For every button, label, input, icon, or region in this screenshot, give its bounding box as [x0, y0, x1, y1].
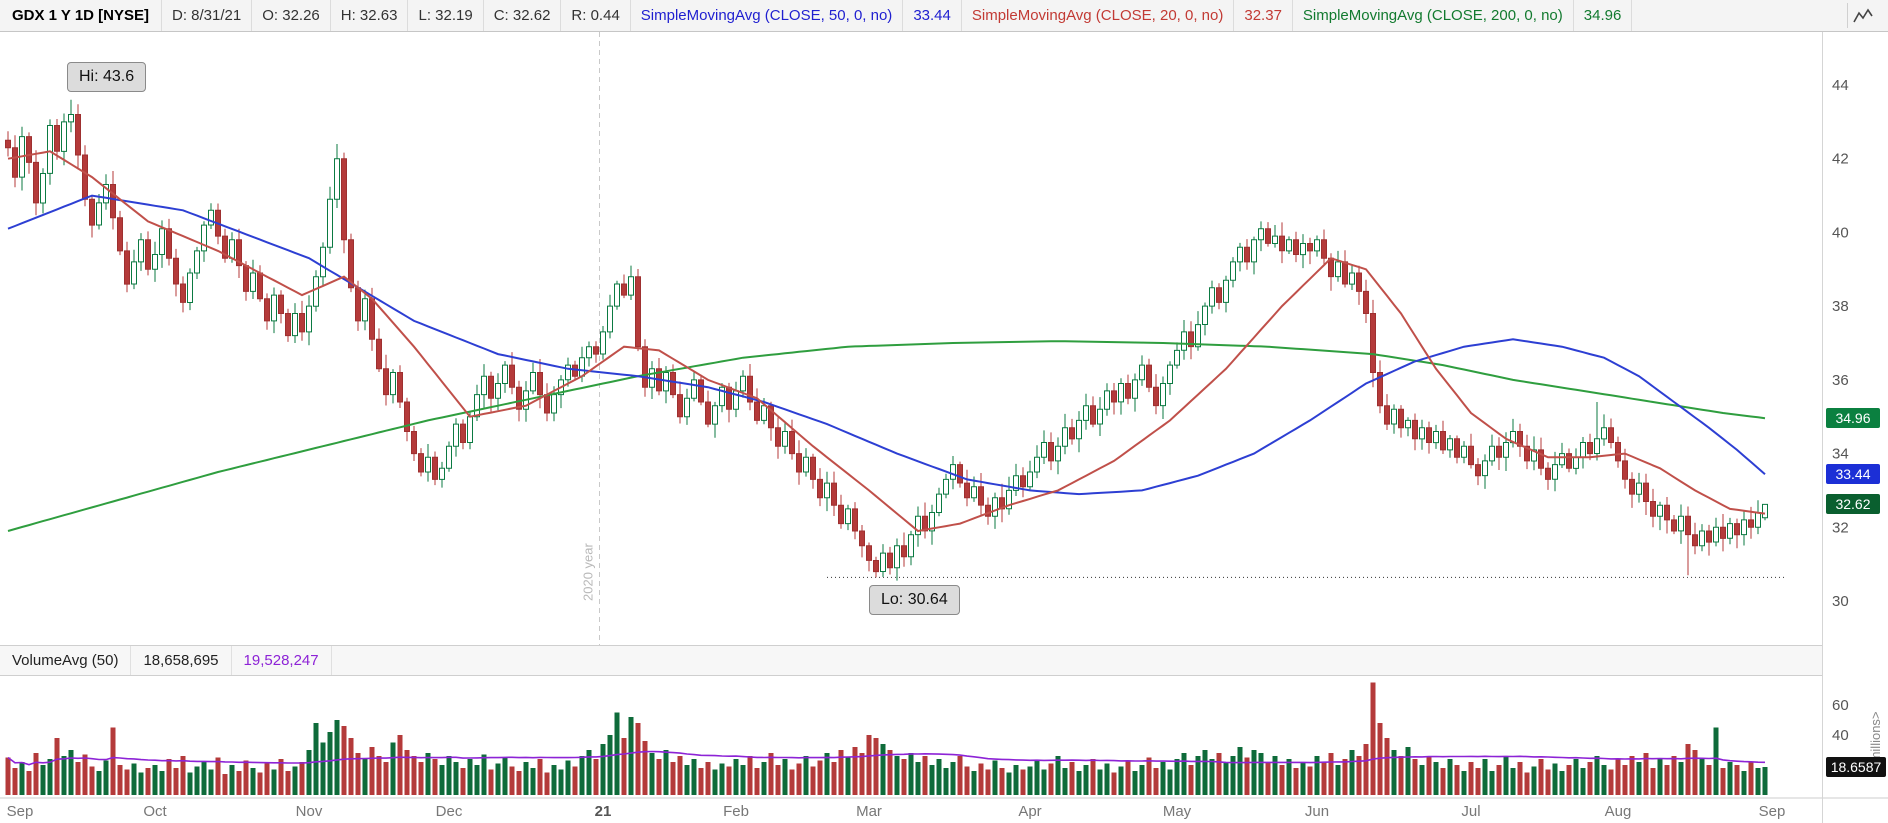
high-price-bubble: Hi: 43.6	[67, 62, 147, 92]
study-sma200-label[interactable]: SimpleMovingAvg (CLOSE, 200, 0, no)	[1293, 0, 1574, 31]
price-axis[interactable]	[1822, 32, 1888, 823]
symbol-title: GDX 1 Y 1D [NYSE]	[0, 0, 162, 31]
volume-axis-label: 40	[1832, 727, 1849, 744]
price-axis-label: 36	[1832, 372, 1849, 389]
price-axis-label: 44	[1832, 77, 1849, 94]
time-axis-label: May	[1163, 803, 1192, 820]
price-axis-label: 30	[1832, 593, 1849, 610]
up-volume-bars	[19, 712, 1768, 795]
year-divider-label: 2020 year	[581, 543, 596, 601]
price-axis-label: 32	[1832, 519, 1849, 536]
volume-study-title[interactable]: VolumeAvg (50)	[0, 646, 132, 675]
chart-canvas[interactable]: 2020 year Sep Oct Nov Dec 21 Feb Mar Apr May Jun Ju…	[0, 32, 1888, 823]
time-axis-label: Jul	[1461, 803, 1480, 820]
price-axis-label: 38	[1832, 298, 1849, 315]
sma50-price-badge: 33.44	[1826, 464, 1880, 484]
last-price-badge: 32.62	[1826, 494, 1880, 514]
time-axis-label: Nov	[296, 803, 323, 820]
volume-badge: 18.6587	[1826, 757, 1886, 777]
low-price-bubble: Lo: 30.64	[869, 585, 960, 615]
sma200-line	[7, 340, 1766, 532]
field-low: L: 32.19	[408, 0, 484, 31]
field-date: D: 8/31/21	[162, 0, 253, 31]
field-close: C: 32.62	[484, 0, 562, 31]
price-axis-label: 34	[1832, 446, 1849, 463]
study-sma200-value: 34.96	[1574, 0, 1633, 31]
study-sma50-value: 33.44	[903, 0, 962, 31]
time-axis-label: 21	[595, 803, 612, 820]
price-axis-label: 40	[1832, 224, 1849, 241]
field-open: O: 32.26	[252, 0, 331, 31]
volume-study-header: VolumeAvg (50) 18,658,695 19,528,247	[0, 645, 1822, 676]
time-axis-label: Dec	[436, 803, 463, 820]
time-axis-label: Oct	[143, 803, 167, 820]
study-sma20-value: 32.37	[1234, 0, 1293, 31]
time-axis-label: Sep	[1759, 803, 1786, 820]
down-candle-wicks	[7, 104, 1752, 578]
price-axis-label: 42	[1832, 151, 1849, 168]
volume-average-value: 19,528,247	[232, 646, 332, 675]
study-sma50-label[interactable]: SimpleMovingAvg (CLOSE, 50, 0, no)	[631, 0, 904, 31]
volume-unit-label: <millions>	[1868, 711, 1883, 770]
up-candle-wicks	[21, 99, 1766, 581]
field-range: R: 0.44	[561, 0, 631, 31]
down-candle-bodies	[5, 114, 1754, 573]
time-axis-label: Aug	[1605, 803, 1632, 820]
time-axis-label: Apr	[1018, 803, 1041, 820]
chart-header: GDX 1 Y 1D [NYSE] D: 8/31/21 O: 32.26 H:…	[0, 0, 1888, 32]
volume-average-line	[7, 750, 1766, 766]
volume-axis-label: 60	[1832, 697, 1849, 714]
up-candle-bodies	[19, 114, 1768, 572]
chart-style-icon[interactable]	[1847, 3, 1878, 28]
time-axis-label: Feb	[723, 803, 749, 820]
field-high: H: 32.63	[331, 0, 409, 31]
time-axis-label: Sep	[7, 803, 34, 820]
volume-current-value: 18,658,695	[131, 646, 232, 675]
sma200-price-badge: 34.96	[1826, 408, 1880, 428]
sma20-line	[7, 150, 1766, 533]
sma50-line	[7, 194, 1766, 496]
study-sma20-label[interactable]: SimpleMovingAvg (CLOSE, 20, 0, no)	[962, 0, 1235, 31]
time-axis-label: Mar	[856, 803, 882, 820]
time-axis-label: Jun	[1305, 803, 1329, 820]
